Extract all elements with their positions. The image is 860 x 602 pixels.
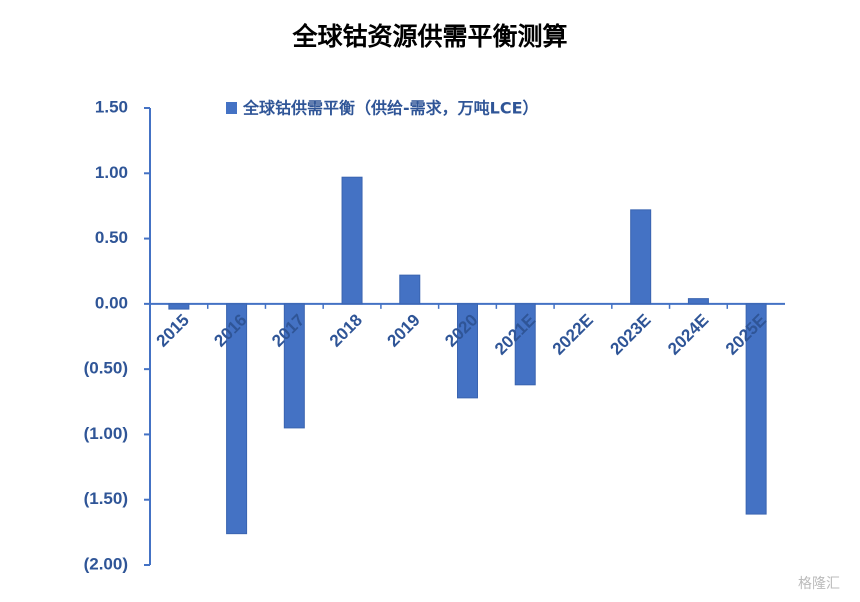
bar [399, 274, 421, 305]
x-tick-label: 2023E [606, 310, 654, 358]
y-tick-label: 1.50 [95, 97, 128, 116]
x-tick-label: 2018 [326, 310, 366, 350]
x-tick-label: 2024E [664, 310, 712, 358]
bar [745, 303, 767, 515]
bar [457, 303, 478, 399]
y-tick-label: 1.00 [95, 163, 128, 182]
y-tick-label: (1.50) [84, 489, 128, 508]
bar [168, 303, 190, 310]
bar [283, 303, 305, 429]
chart-title: 全球钴资源供需平衡测算 [291, 22, 567, 51]
legend-swatch [226, 102, 237, 114]
bar [341, 176, 363, 305]
y-tick-label: (2.00) [84, 554, 128, 573]
bar [226, 303, 248, 535]
legend-label: 全球钴供需平衡（供给-需求，万吨LCE） [242, 99, 539, 118]
bar [514, 303, 536, 386]
watermark: 格隆汇 [798, 576, 840, 592]
x-tick-label: 2019 [384, 310, 424, 350]
y-tick-label: (0.50) [84, 359, 128, 378]
bar [687, 298, 709, 305]
y-tick-label: 0.50 [95, 228, 128, 247]
x-tick-label: 2022E [549, 310, 597, 358]
y-tick-label: 0.00 [95, 293, 128, 312]
bar [630, 209, 652, 305]
y-tick-label: (1.00) [84, 424, 128, 443]
x-tick-label: 2015 [153, 310, 193, 350]
